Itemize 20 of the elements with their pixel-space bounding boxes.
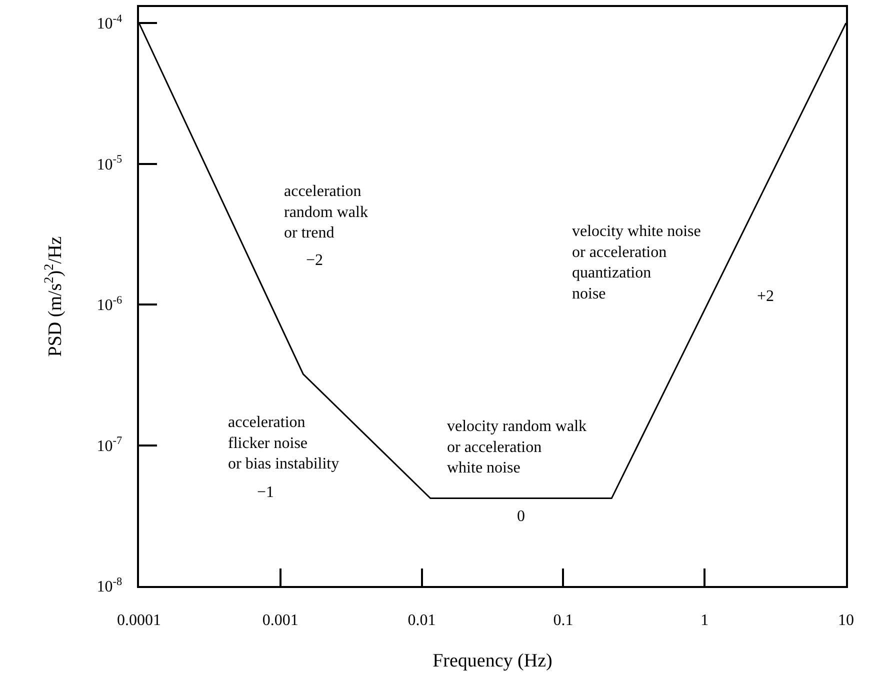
x-tick-label: 1 [700,612,709,629]
annotation: velocity random walk or acceleration white noise [447,418,587,477]
x-tick-label: 0.0001 [117,612,161,629]
y-tick-label: 10$^{-5}$ [96,154,122,174]
annotation: acceleration flicker noise or bias instability [228,414,340,473]
y-tick-label: 10$^{-8}$ [96,576,122,596]
annotation: velocity white noise or acceleration quantization noise [572,223,701,302]
y-tick-label: 10$^{-6}$ [96,294,122,314]
x-tick-label: 0.01 [408,612,436,629]
x-axis-title: Frequency (Hz) [432,650,552,672]
x-tick-label: 0.001 [262,612,298,629]
annotation: −1 [257,484,274,501]
x-tick-label: 0.1 [553,612,574,629]
x-tick-label: 10 [838,612,854,629]
y-tick-label: 10$^{-4}$ [96,12,122,33]
annotation: 0 [517,508,525,525]
annotation: −2 [306,252,324,269]
y-tick-label: 10$^{-7}$ [96,435,122,455]
annotation: +2 [757,288,774,305]
annotation: acceleration random walk or trend [284,183,368,242]
